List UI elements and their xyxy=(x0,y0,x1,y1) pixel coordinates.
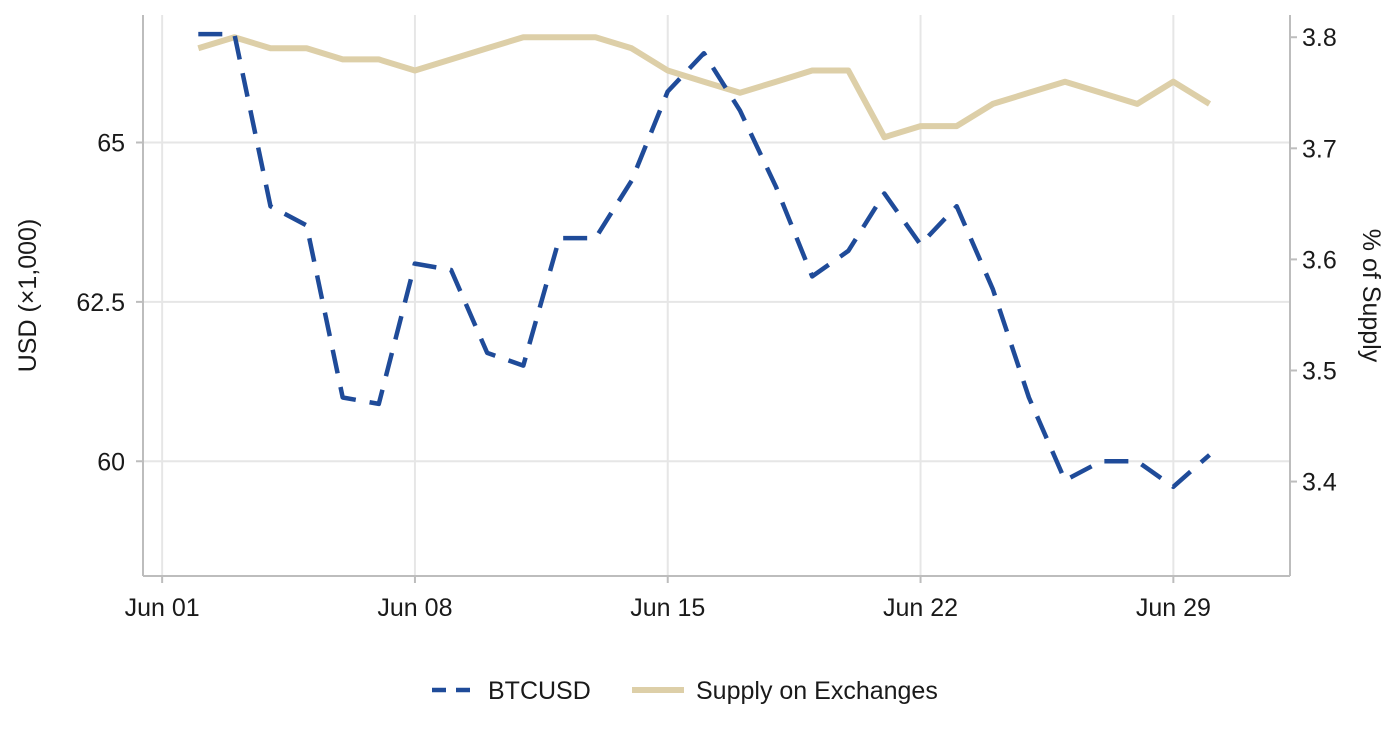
y-right-tick-label: 3.4 xyxy=(1302,469,1337,497)
series-lines xyxy=(197,31,1212,490)
legend-label-btcusd: BTCUSD xyxy=(488,677,591,705)
y-left-tick-label: 62.5 xyxy=(76,289,125,317)
y-right-tick-label: 3.6 xyxy=(1302,246,1337,274)
x-tick-label: Jun 15 xyxy=(630,594,705,622)
series-line-supply-on-exchanges xyxy=(197,34,1212,141)
x-tick-label: Jun 08 xyxy=(377,594,452,622)
legend: BTCUSD Supply on Exchanges xyxy=(432,677,938,705)
legend-label-supply-on-exchanges: Supply on Exchanges xyxy=(696,677,938,705)
y-right-tick-label: 3.8 xyxy=(1302,24,1337,52)
gridlines xyxy=(143,15,1290,576)
axes xyxy=(136,15,1297,583)
y-axis-left-title: USD (×1,000) xyxy=(14,219,42,373)
x-tick-label: Jun 01 xyxy=(125,594,200,622)
series-line-btcusd xyxy=(198,31,1211,490)
x-tick-label: Jun 22 xyxy=(883,594,958,622)
y-right-tick-label: 3.5 xyxy=(1302,357,1337,385)
y-right-tick-label: 3.7 xyxy=(1302,135,1337,163)
y-left-tick-label: 60 xyxy=(97,448,125,476)
tick-labels: Jun 01 Jun 08 Jun 15 Jun 22 Jun 29 60 62.5 65 3.… xyxy=(76,24,1337,622)
x-tick-label: Jun 29 xyxy=(1136,594,1211,622)
y-axis-right-title: % of Supply xyxy=(1357,229,1385,363)
y-left-tick-label: 65 xyxy=(97,130,125,158)
